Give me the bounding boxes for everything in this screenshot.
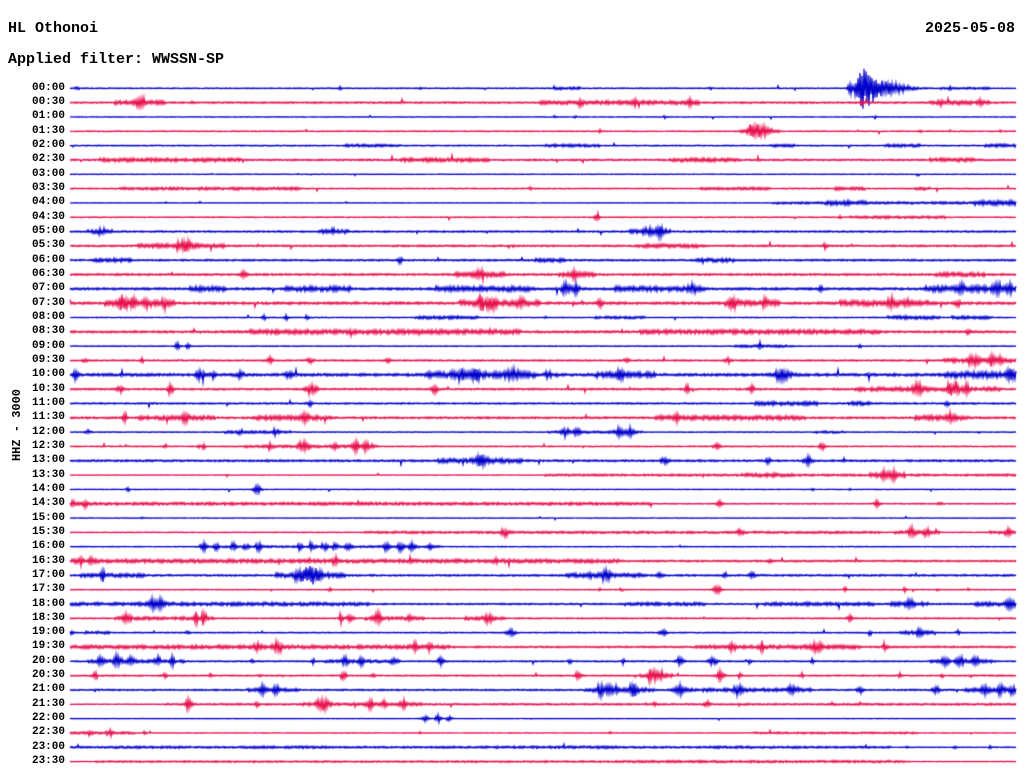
row-time-label: 05:30 [31,239,65,252]
row-time-label: 03:30 [31,182,65,195]
row-time-label: 11:00 [31,396,65,409]
row-time-label: 22:00 [31,712,65,725]
row-time-label: 06:30 [31,268,65,281]
row-time-label: 18:30 [31,611,65,624]
row-time-label: 13:30 [31,468,65,481]
row-time-label: 01:30 [31,124,65,137]
row-time-label: 22:30 [31,726,65,739]
row-time-label: 07:30 [31,296,65,309]
row-time-label: 12:00 [31,425,65,438]
row-time-label: 03:00 [31,167,65,180]
row-time-label: 15:00 [31,511,65,524]
row-time-label: 20:00 [31,654,65,667]
row-time-label: 19:00 [31,626,65,639]
row-time-label: 04:30 [31,210,65,223]
row-time-label: 16:00 [31,540,65,553]
row-time-label: 10:30 [31,382,65,395]
row-time-label: 18:00 [31,597,65,610]
row-time-label: 17:30 [31,583,65,596]
row-time-label: 19:30 [31,640,65,653]
applied-filter-label: Applied filter: WWSSN-SP [8,51,225,68]
row-time-label: 23:00 [31,740,65,753]
row-time-label: 06:00 [31,253,65,266]
station-title: HL Othonoi [8,20,99,37]
row-time-label: 05:00 [31,225,65,238]
row-time-label: 16:30 [31,554,65,567]
row-time-label: 00:30 [31,96,65,109]
row-time-label: 10:00 [31,368,65,381]
row-time-label: 02:30 [31,153,65,166]
row-time-label: 17:00 [31,568,65,581]
row-time-label: 00:00 [31,81,65,94]
row-time-label: 08:00 [31,311,65,323]
row-time-label: 01:00 [31,110,65,123]
row-time-label: 07:00 [31,282,65,295]
row-time-label: 21:00 [31,683,65,696]
date-label: 2025-05-08 [924,20,1015,37]
row-time-label: 20:30 [31,669,65,682]
row-time-label: 13:00 [31,454,65,467]
row-time-label: 12:30 [31,439,65,452]
row-time-label: 14:00 [31,482,65,495]
row-time-label: 02:00 [31,139,65,152]
row-time-label: 15:30 [31,525,65,538]
row-time-label: 04:00 [31,196,65,209]
row-time-label: 14:30 [31,497,65,510]
row-time-label: 08:30 [31,325,65,338]
row-time-label: 09:00 [31,339,65,352]
row-time-label: 23:30 [31,755,65,768]
row-time-label: 21:30 [31,697,65,710]
row-time-label: 09:30 [31,353,65,366]
row-time-label: 11:30 [31,411,65,424]
